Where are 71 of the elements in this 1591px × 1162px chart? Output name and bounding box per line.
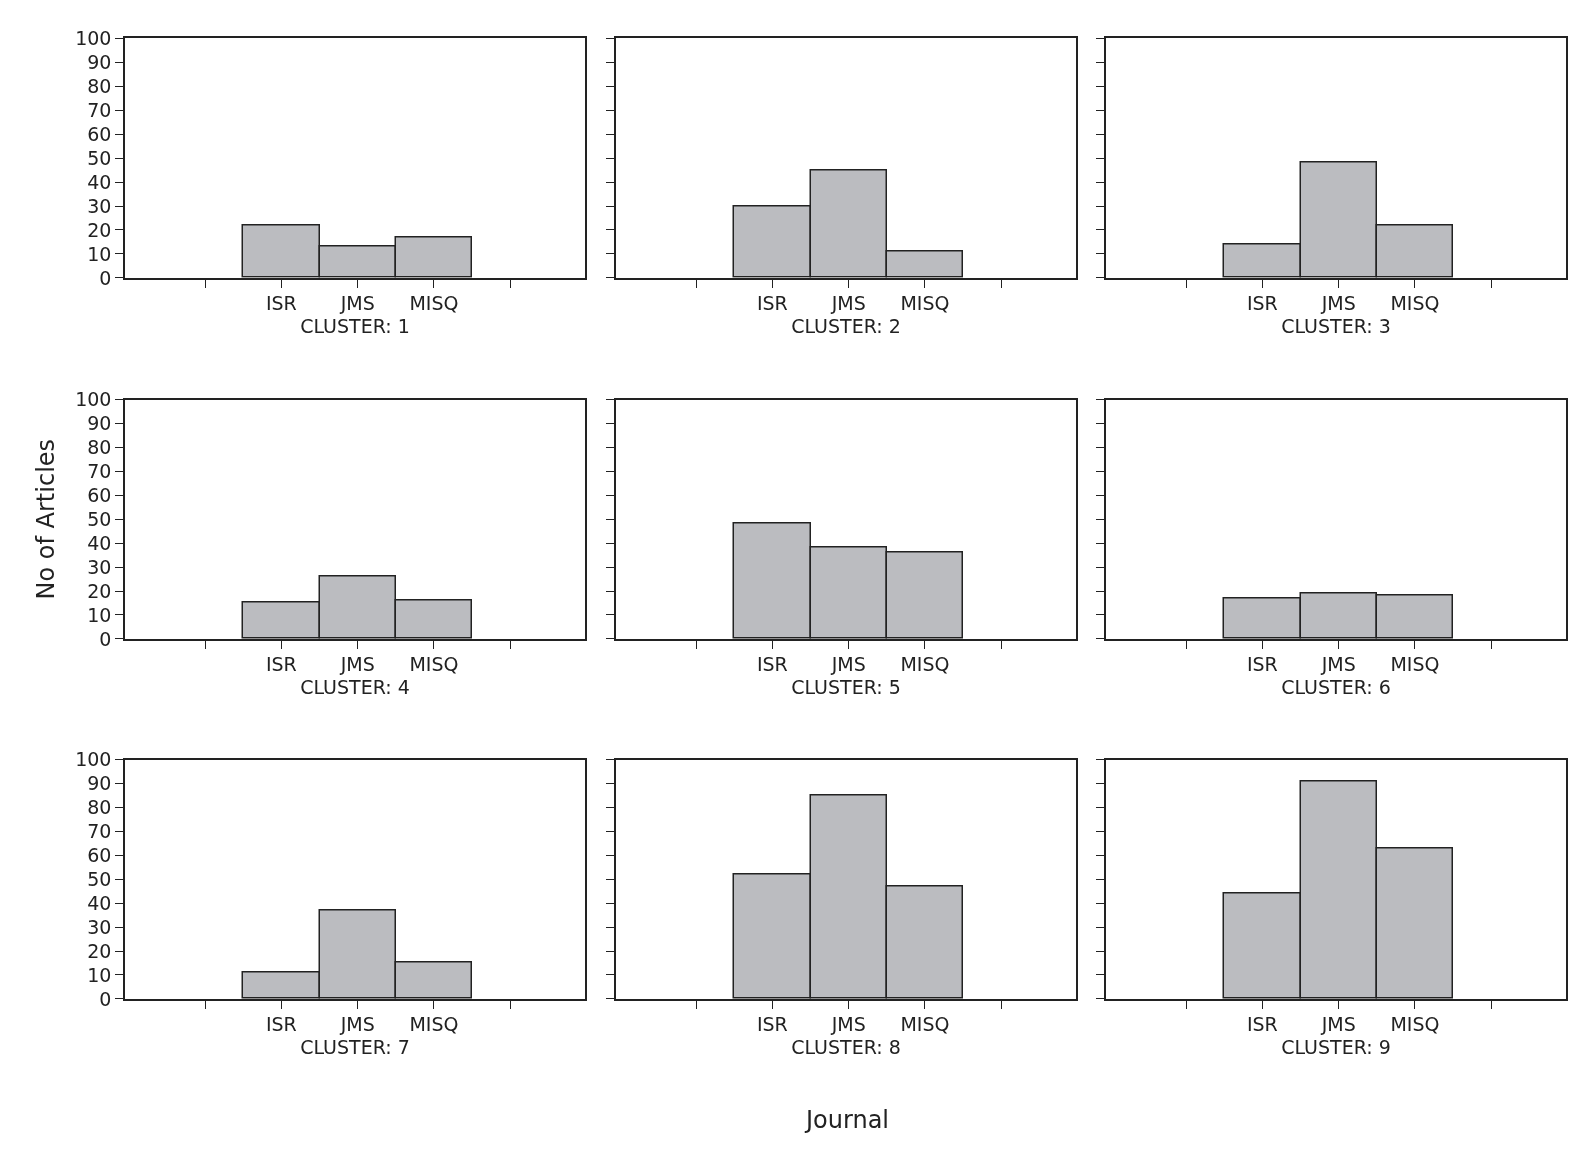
x-tick-label: JMS [339,653,375,676]
y-tick-label: 50 [87,507,112,530]
y-axis-title: No of Articles [31,438,60,600]
x-tick-label: MISQ [409,1013,459,1036]
y-tick-label: 60 [87,483,112,506]
y-tick-label: 80 [87,75,112,97]
y-tick-label: 60 [87,843,112,866]
y-tick-label: 90 [87,412,112,435]
y-tick-label: 20 [87,579,112,602]
x-tick-label: ISR [1246,1013,1278,1036]
y-tick-label: 100 [75,27,112,50]
x-tick-label: MISQ [1390,292,1440,315]
x-tick-label: JMS [1320,653,1356,676]
y-tick-label: 80 [87,436,112,459]
x-tick-label: MISQ [900,1013,950,1036]
x-tick-label: ISR [265,292,297,315]
y-tick-label: 50 [87,867,112,890]
x-tick-label: ISR [756,653,788,676]
x-tick-label: ISR [265,653,297,676]
y-tick-label: 10 [87,963,112,986]
y-tick-label: 70 [87,459,112,482]
x-tick-label: ISR [1246,653,1278,676]
y-tick-label: 30 [87,915,112,938]
y-tick-label: 10 [87,603,112,626]
x-axis-title: CLUSTER: 7 [300,1035,410,1058]
x-axis-title: CLUSTER: 1 [300,314,410,337]
y-tick-label: 90 [87,772,112,795]
x-tick-label: JMS [830,653,866,676]
y-tick-label: 60 [87,122,112,145]
x-tick-label: JMS [1320,292,1356,315]
y-tick-label: 20 [87,939,112,962]
x-tick-label: ISR [756,1013,788,1036]
x-tick-label: MISQ [900,292,950,315]
x-tick-label: JMS [339,1013,375,1036]
x-axis-title: CLUSTER: 3 [1281,314,1391,337]
y-tick-label: 40 [87,170,112,193]
y-tick-label: 0 [99,266,112,289]
x-tick-label: MISQ [1390,1013,1440,1036]
y-tick-label: 100 [75,388,112,411]
text: Journal [804,1106,890,1134]
x-tick-label: JMS [1320,1013,1356,1036]
y-tick-label: 40 [87,891,112,914]
x-axis-title: CLUSTER: 8 [791,1035,901,1058]
y-tick-label: 90 [87,51,112,74]
x-axis-title: CLUSTER: 4 [300,675,410,698]
y-tick-label: 20 [87,218,112,241]
y-tick-label: 30 [87,555,112,578]
y-tick-label: 10 [87,242,112,265]
x-tick-label: ISR [756,292,788,315]
y-tick-label: 70 [87,820,112,843]
y-tick-label: 50 [87,146,112,169]
x-tick-label: ISR [1246,292,1278,315]
x-axis-title: CLUSTER: 6 [1281,675,1391,698]
x-tick-label: MISQ [409,292,459,315]
y-tick-label: 30 [87,194,112,217]
y-tick-label: 70 [87,98,112,121]
x-tick-label: MISQ [1390,653,1440,676]
y-tick-label: 0 [99,987,112,1010]
x-tick-label: ISR [265,1013,297,1036]
x-tick-label: JMS [339,292,375,315]
y-tick-label: 40 [87,531,112,554]
x-axis-title: CLUSTER: 5 [791,675,901,698]
x-tick-label: MISQ [900,653,950,676]
y-tick-label: 100 [75,748,112,771]
x-axis-title: CLUSTER: 2 [791,314,901,337]
x-tick-label: JMS [830,292,866,315]
y-tick-label: 0 [99,627,112,650]
x-axis-title: CLUSTER: 9 [1281,1035,1391,1058]
x-tick-label: MISQ [409,653,459,676]
y-tick-label: 80 [87,796,112,819]
x-tick-label: JMS [830,1013,866,1036]
